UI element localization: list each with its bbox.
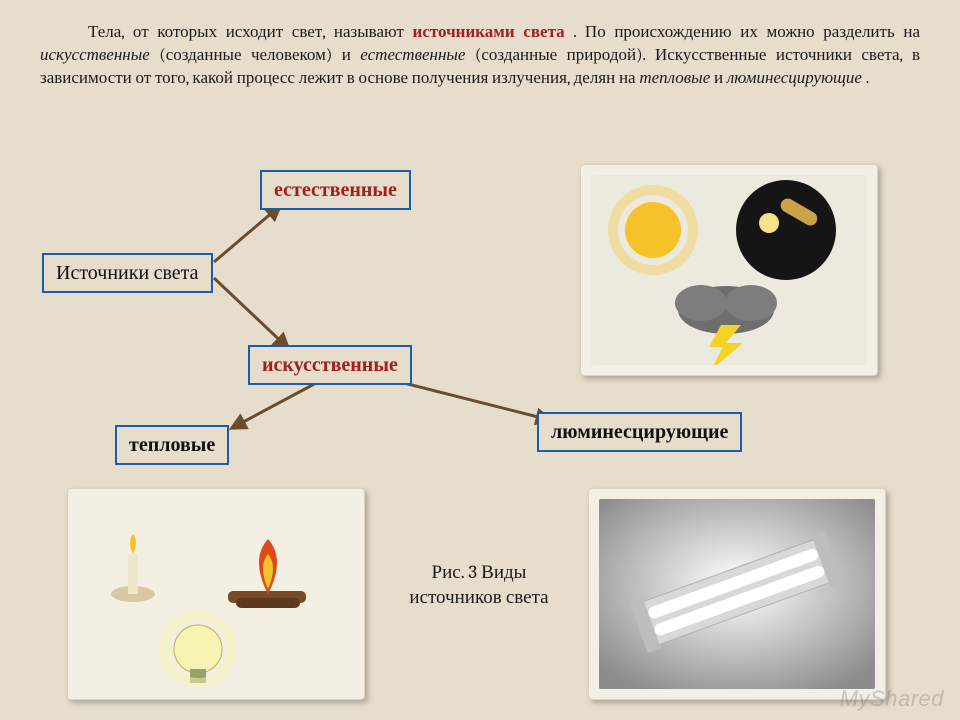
- kw-thermal: тепловые: [639, 69, 710, 88]
- image-luminescent-sources: [588, 488, 886, 700]
- image-natural-sources: [580, 164, 878, 376]
- node-root-label: Источники света: [56, 261, 199, 284]
- node-root: Источники света: [42, 253, 213, 293]
- para-p1: . По происхождению их можно разделить на: [573, 23, 920, 42]
- kw-artificial: искусственные: [40, 46, 150, 65]
- para-p4: и: [714, 69, 727, 88]
- para-p5: .: [866, 69, 870, 88]
- kw-main: источниками света: [413, 23, 565, 42]
- intro-paragraph: Тела, от которых исходит свет, называют …: [40, 22, 920, 91]
- node-artificial: искусственные: [248, 345, 412, 385]
- kw-luminescent: люминесцирующие: [727, 69, 862, 88]
- node-thermal: тепловые: [115, 425, 229, 465]
- node-lumin-label: люминесцирующие: [551, 420, 728, 443]
- node-luminescent: люминесцирующие: [537, 412, 742, 452]
- watermark: MyShared: [840, 686, 944, 712]
- kw-natural: естественные: [360, 46, 465, 65]
- para-pre: Тела, от которых исходит свет, называют: [88, 23, 413, 42]
- node-natural-label: естественные: [274, 178, 397, 201]
- figure-caption: Рис. 3 Виды источников света: [384, 560, 574, 609]
- node-thermal-label: тепловые: [129, 433, 215, 456]
- node-natural: естественные: [260, 170, 411, 210]
- caption-line1: Рис. 3 Виды: [432, 561, 527, 583]
- caption-line2: источников света: [409, 586, 548, 608]
- para-p2: (созданные человеком) и: [159, 46, 360, 65]
- image-thermal-sources: [67, 488, 365, 700]
- node-artificial-label: искусственные: [262, 353, 398, 376]
